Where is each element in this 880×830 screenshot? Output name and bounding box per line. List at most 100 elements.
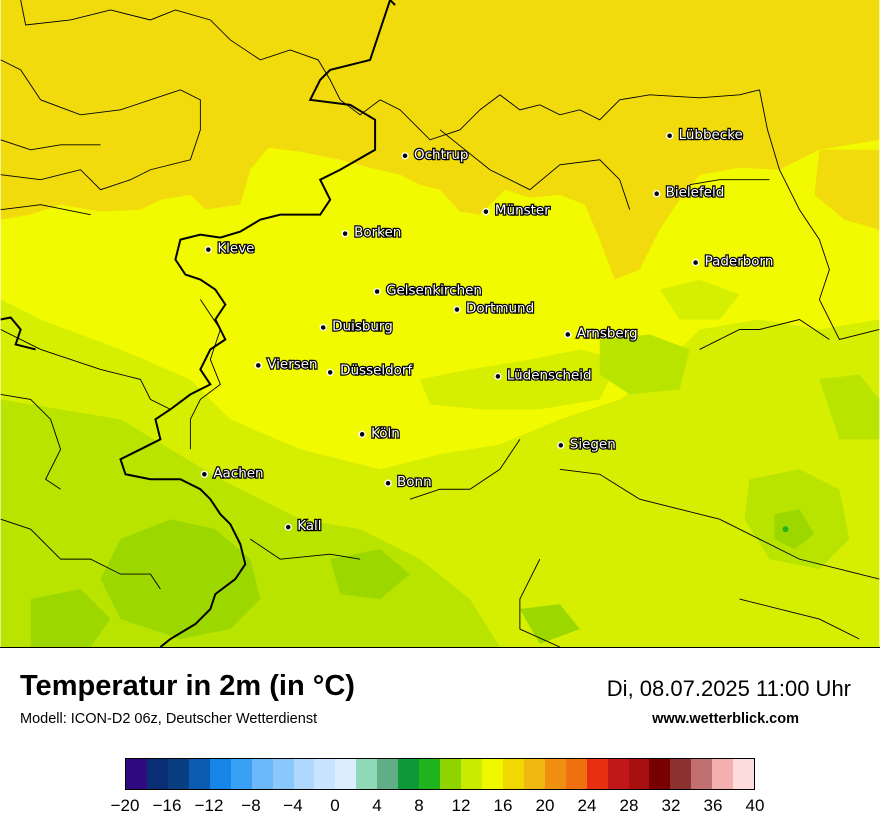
colorbar-tick-label: −12	[194, 796, 224, 815]
colorbar-swatch	[670, 759, 692, 789]
border-lines	[0, 0, 880, 647]
colorbar-swatch	[146, 759, 168, 789]
colorbar-tick-label: −8	[241, 796, 261, 815]
colorbar-tick-label: 24	[577, 796, 597, 815]
city-dot	[652, 190, 661, 198]
city-label: Bonn	[397, 474, 432, 490]
city-marker[interactable]: Ochtrup	[401, 146, 470, 164]
city-dot	[557, 441, 565, 450]
city-dot	[319, 323, 327, 332]
colorbar-swatch	[544, 759, 566, 789]
city-label: Dortmund	[466, 301, 534, 317]
colorbar-tick-label: 32	[661, 796, 681, 815]
colorbar-swatch	[251, 759, 273, 789]
city-dot	[564, 330, 572, 339]
website-link[interactable]: www.wetterblick.com	[652, 711, 799, 727]
city-label: Lübbecke	[679, 127, 743, 143]
colorbar-tick-label: 20	[535, 796, 555, 815]
colorbar-swatch	[209, 759, 231, 789]
colorbar-swatch	[691, 759, 713, 789]
colorbar-swatch	[565, 759, 587, 789]
city-marker[interactable]: Kall	[284, 517, 323, 535]
city-dot	[453, 305, 461, 314]
city-markers: Lübbecke Ochtrup Bielefeld Münster Borke…	[200, 126, 775, 535]
colorbar-swatch	[335, 759, 357, 789]
colorbar-tick-label: 16	[493, 796, 513, 815]
colorbar-tick-label: −4	[283, 796, 303, 815]
city-marker[interactable]: Paderborn	[691, 252, 775, 271]
colorbar-swatch	[733, 759, 755, 789]
city-marker[interactable]: Bielefeld	[652, 183, 725, 202]
colorbar-swatch	[398, 759, 420, 789]
city-dot	[691, 258, 700, 267]
city-label: Duisburg	[332, 318, 393, 334]
city-marker[interactable]: Arnsberg	[564, 324, 639, 343]
city-label: Köln	[371, 425, 400, 441]
colorbar-tick-label: −20	[110, 796, 140, 815]
colorbar-swatch	[272, 759, 294, 789]
colorbar-swatch	[461, 759, 482, 789]
colorbar-swatch	[377, 759, 399, 789]
city-marker[interactable]: Dortmund	[453, 299, 535, 318]
city-label: Münster	[495, 203, 550, 219]
city-marker[interactable]: Kleve	[204, 239, 256, 258]
colorbar-swatch	[230, 759, 252, 789]
city-marker[interactable]: Borken	[341, 223, 403, 242]
temperature-map[interactable]: Lübbecke Ochtrup Bielefeld Münster Borke…	[0, 0, 880, 648]
city-marker[interactable]: Viersen	[254, 355, 319, 374]
colorbar-swatch	[481, 759, 503, 789]
city-label: Borken	[354, 225, 401, 241]
city-label: Siegen	[570, 436, 616, 452]
city-dot	[384, 479, 392, 487]
colorbar-swatch	[126, 759, 147, 789]
city-marker[interactable]: Duisburg	[319, 317, 394, 336]
city-marker[interactable]: Düsseldorf	[326, 361, 414, 380]
colorbar-tick-label: −16	[152, 796, 182, 815]
colorbar-swatch	[712, 759, 734, 789]
city-dot	[200, 470, 209, 478]
city-dot	[665, 132, 674, 140]
city-label: Viersen	[267, 356, 317, 372]
colorbar-ticks: −20 −16 −12 −8 −4 0 4 8 12 16 20 24 28 32 36 40	[111, 796, 765, 818]
colorbar-tick-label: 4	[372, 796, 382, 815]
city-marker[interactable]: Siegen	[557, 435, 617, 454]
city-dot	[284, 523, 292, 531]
city-dot	[373, 287, 381, 296]
colorbar-swatch	[649, 759, 671, 789]
city-label: Ochtrup	[414, 147, 468, 163]
map-title: Temperatur in 2m (in °C)	[20, 670, 355, 702]
colorbar-tick-label: 12	[451, 796, 471, 815]
city-label: Kleve	[217, 241, 254, 257]
city-marker[interactable]: Lübbecke	[665, 126, 744, 144]
city-marker[interactable]: Gelsenkirchen	[373, 281, 483, 300]
colorbar-swatch	[419, 759, 441, 789]
city-dot	[401, 152, 409, 160]
colorbar-swatch	[586, 759, 608, 789]
city-marker[interactable]: Münster	[482, 201, 551, 220]
city-dot	[254, 361, 262, 370]
temperature-field	[0, 0, 880, 647]
city-label: Lüdenscheid	[507, 367, 592, 383]
colorbar-swatch	[607, 759, 629, 789]
colorbar-swatch	[167, 759, 189, 789]
colorbar-swatch	[314, 759, 336, 789]
colorbar-swatch	[502, 759, 524, 789]
city-marker[interactable]: Köln	[358, 424, 401, 443]
city-marker[interactable]: Lüdenscheid	[494, 366, 593, 385]
colorbar-tick-label: 40	[745, 796, 765, 815]
city-dot	[482, 207, 490, 216]
city-label: Gelsenkirchen	[386, 283, 482, 299]
city-dot	[204, 245, 213, 254]
colorbar-swatch	[293, 759, 315, 789]
colorbar-swatch	[628, 759, 650, 789]
colorbar-tick-label: 8	[414, 796, 424, 815]
city-marker[interactable]: Bonn	[384, 473, 433, 491]
colorbar-tick-label: 28	[619, 796, 639, 815]
city-label: Kall	[297, 518, 321, 534]
city-dot	[341, 229, 349, 238]
city-label: Aachen	[213, 465, 263, 481]
forecast-datetime: Di, 08.07.2025 11:00 Uhr	[606, 676, 851, 701]
city-label: Arnsberg	[577, 325, 638, 341]
temperature-colorbar	[125, 758, 755, 790]
city-marker[interactable]: Aachen	[200, 464, 265, 482]
